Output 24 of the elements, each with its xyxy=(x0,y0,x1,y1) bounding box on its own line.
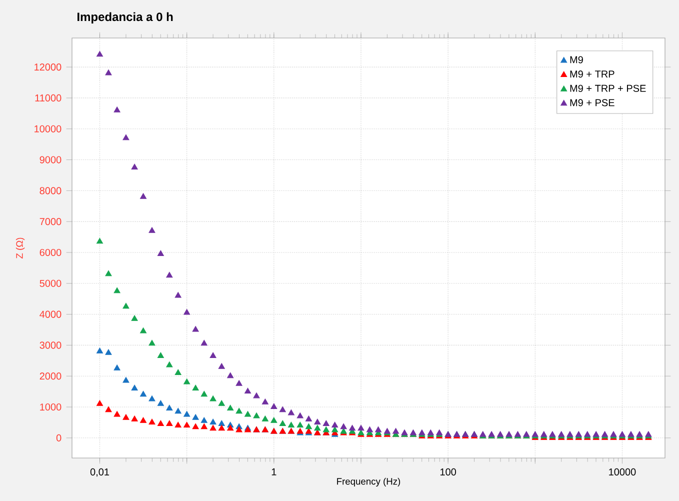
y-tick-label: 11000 xyxy=(35,94,62,102)
y-tick-label: 9000 xyxy=(40,156,62,164)
x-tick-label: 100 xyxy=(440,468,456,476)
y-tick-label: 1000 xyxy=(40,403,62,411)
x-tick-label: 0,01 xyxy=(90,468,110,477)
y-tick-label: 2000 xyxy=(40,372,62,380)
legend-label: M9 xyxy=(570,56,583,64)
x-tick-label: 10000 xyxy=(609,468,636,476)
y-tick-label: 7000 xyxy=(40,218,62,226)
legend-label: M9 + TRP + PSE xyxy=(570,84,646,92)
y-tick-label: 12000 xyxy=(34,64,62,71)
x-tick-label: 1 xyxy=(272,468,276,476)
y-tick-label: 5000 xyxy=(40,280,62,287)
x-axis-title: Frequency (Hz) xyxy=(337,478,400,487)
y-tick-label: 8000 xyxy=(40,187,62,194)
y-tick-label: 0 xyxy=(56,434,62,442)
chart-title: Impedancia a 0 h xyxy=(78,12,173,24)
y-tick-label: 6000 xyxy=(40,248,62,256)
legend-label: M9 + PSE xyxy=(570,99,614,106)
y-tick-label: 3000 xyxy=(40,342,62,349)
legend-label: M9 + TRP xyxy=(570,70,614,78)
y-axis-title: Z (Ω) xyxy=(16,238,25,258)
y-tick-label: 10000 xyxy=(34,125,62,132)
y-tick-label: 4000 xyxy=(40,310,62,318)
